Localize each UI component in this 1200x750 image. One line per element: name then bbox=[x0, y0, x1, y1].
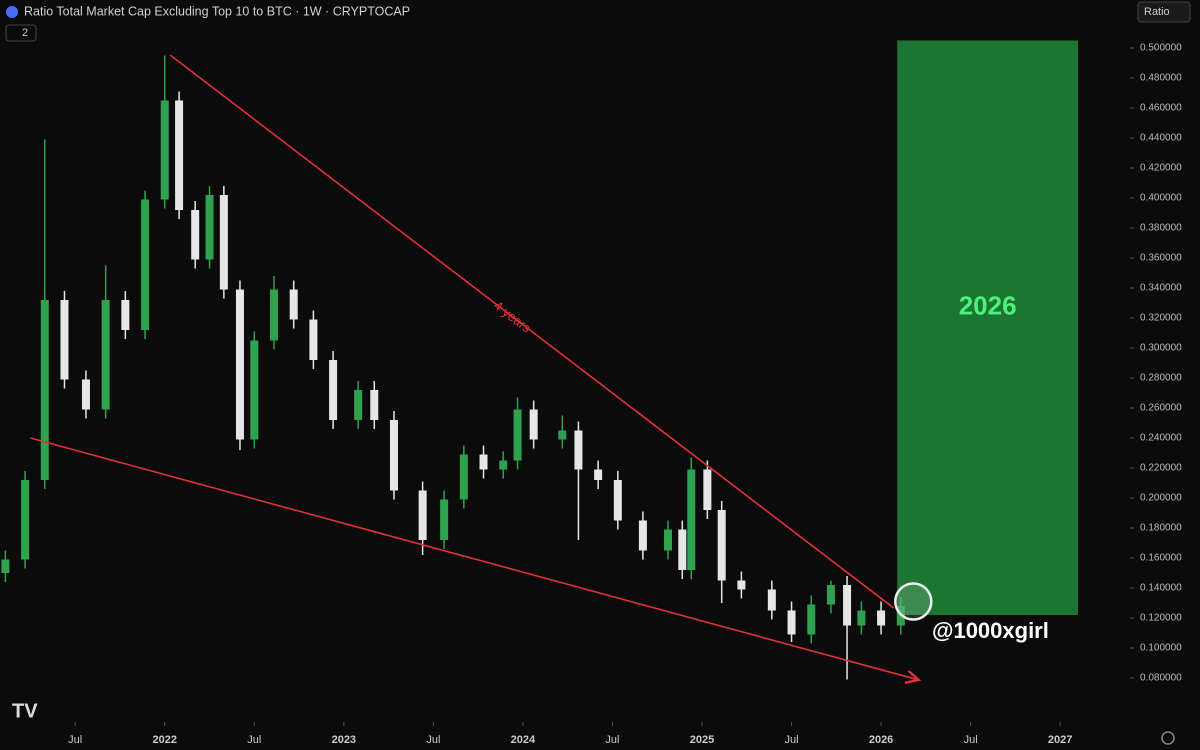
candle-body bbox=[440, 499, 449, 540]
candle-body bbox=[389, 420, 398, 491]
y-tick-label: 0.420000 bbox=[1140, 163, 1182, 174]
candle-body bbox=[787, 610, 796, 635]
y-tick-label: 0.120000 bbox=[1140, 613, 1182, 624]
candle-body bbox=[807, 604, 816, 635]
candle-body bbox=[574, 430, 583, 470]
candle-body bbox=[479, 454, 488, 470]
x-tick-label: Jul bbox=[785, 734, 799, 746]
x-tick-label: Jul bbox=[964, 734, 978, 746]
y-tick-label: 0.140000 bbox=[1140, 583, 1182, 594]
candle-body bbox=[205, 195, 214, 260]
candle-body bbox=[613, 480, 622, 521]
highlight-label: 2026 bbox=[959, 291, 1017, 321]
indicator-badge[interactable]: 2 bbox=[22, 27, 28, 39]
candle-body bbox=[269, 289, 278, 341]
x-tick-label: 2024 bbox=[511, 734, 536, 746]
candle-body bbox=[160, 100, 169, 200]
candle-body bbox=[558, 430, 567, 440]
y-tick-label: 0.320000 bbox=[1140, 313, 1182, 324]
y-tick-label: 0.080000 bbox=[1140, 673, 1182, 684]
candle-body bbox=[354, 390, 363, 420]
y-tick-label: 0.220000 bbox=[1140, 463, 1182, 474]
x-tick-label: Jul bbox=[605, 734, 619, 746]
candle-body bbox=[191, 210, 200, 260]
logo: TV bbox=[12, 700, 38, 722]
candle-body bbox=[121, 300, 130, 330]
x-tick-label: Jul bbox=[247, 734, 261, 746]
candle-body bbox=[513, 409, 522, 461]
candle-body bbox=[767, 589, 776, 611]
candle-body bbox=[499, 460, 508, 470]
y-tick-label: 0.300000 bbox=[1140, 343, 1182, 354]
candle-body bbox=[663, 529, 672, 551]
x-tick-label: Jul bbox=[426, 734, 440, 746]
candle-body bbox=[21, 480, 30, 560]
candle-body bbox=[459, 454, 468, 500]
candle-body bbox=[101, 300, 110, 410]
y-tick-label: 0.280000 bbox=[1140, 373, 1182, 384]
scale-button-box[interactable] bbox=[1137, 1, 1191, 23]
x-tick-label: 2026 bbox=[869, 734, 893, 746]
y-tick-label: 0.260000 bbox=[1140, 403, 1182, 414]
y-tick-label: 0.500000 bbox=[1140, 43, 1182, 54]
candle-body bbox=[370, 390, 379, 420]
candle-body bbox=[329, 360, 338, 420]
candle-body bbox=[81, 379, 90, 410]
y-tick-label: 0.200000 bbox=[1140, 493, 1182, 504]
y-tick-label: 0.460000 bbox=[1140, 103, 1182, 114]
highlight-zone bbox=[897, 40, 1079, 615]
settings-icon[interactable] bbox=[1161, 731, 1175, 745]
x-tick-label: 2022 bbox=[153, 734, 177, 746]
candle-body bbox=[309, 319, 318, 360]
candle-body bbox=[250, 340, 259, 440]
y-tick-label: 0.240000 bbox=[1140, 433, 1182, 444]
candle-body bbox=[594, 469, 603, 480]
x-tick-label: 2025 bbox=[690, 734, 714, 746]
candle-body bbox=[638, 520, 647, 551]
candle-body bbox=[1, 559, 10, 573]
y-tick-label: 0.360000 bbox=[1140, 253, 1182, 264]
candle-body bbox=[418, 490, 427, 540]
y-tick-label: 0.160000 bbox=[1140, 553, 1182, 564]
indicator-badge-box[interactable] bbox=[5, 24, 37, 42]
y-tick-label: 0.340000 bbox=[1140, 283, 1182, 294]
candle-body bbox=[703, 469, 712, 510]
trendline bbox=[169, 54, 895, 609]
x-tick-label: Jul bbox=[68, 734, 82, 746]
x-tick-label: 2023 bbox=[332, 734, 356, 746]
y-tick-label: 0.180000 bbox=[1140, 523, 1182, 534]
candle-body bbox=[219, 195, 228, 290]
candle-body bbox=[529, 409, 538, 440]
x-tick-label: 2027 bbox=[1048, 734, 1072, 746]
candle-body bbox=[877, 610, 886, 626]
highlight-circle bbox=[894, 582, 933, 621]
symbol-icon bbox=[6, 6, 18, 18]
candle-body bbox=[289, 289, 298, 320]
candle-body bbox=[717, 510, 726, 581]
candle-body bbox=[235, 289, 244, 440]
y-tick-label: 0.400000 bbox=[1140, 193, 1182, 204]
candle-body bbox=[60, 300, 69, 380]
y-tick-label: 0.380000 bbox=[1140, 223, 1182, 234]
candle-body bbox=[687, 469, 696, 570]
chart-title: Ratio Total Market Cap Excluding Top 10 … bbox=[24, 4, 410, 18]
y-tick-label: 0.100000 bbox=[1140, 643, 1182, 654]
candle-body bbox=[141, 199, 150, 330]
candle-body bbox=[857, 610, 866, 626]
scale-button[interactable]: Ratio bbox=[1144, 6, 1170, 18]
candle-body bbox=[175, 100, 184, 210]
candle-body bbox=[40, 300, 49, 480]
candle-body bbox=[737, 580, 746, 590]
y-tick-label: 0.440000 bbox=[1140, 133, 1182, 144]
y-tick-label: 0.480000 bbox=[1140, 73, 1182, 84]
candle-body bbox=[826, 585, 835, 605]
trendline bbox=[30, 437, 918, 680]
candle-body bbox=[843, 585, 852, 626]
watermark: @1000xgirl bbox=[932, 618, 1049, 643]
candle-body bbox=[678, 529, 687, 570]
